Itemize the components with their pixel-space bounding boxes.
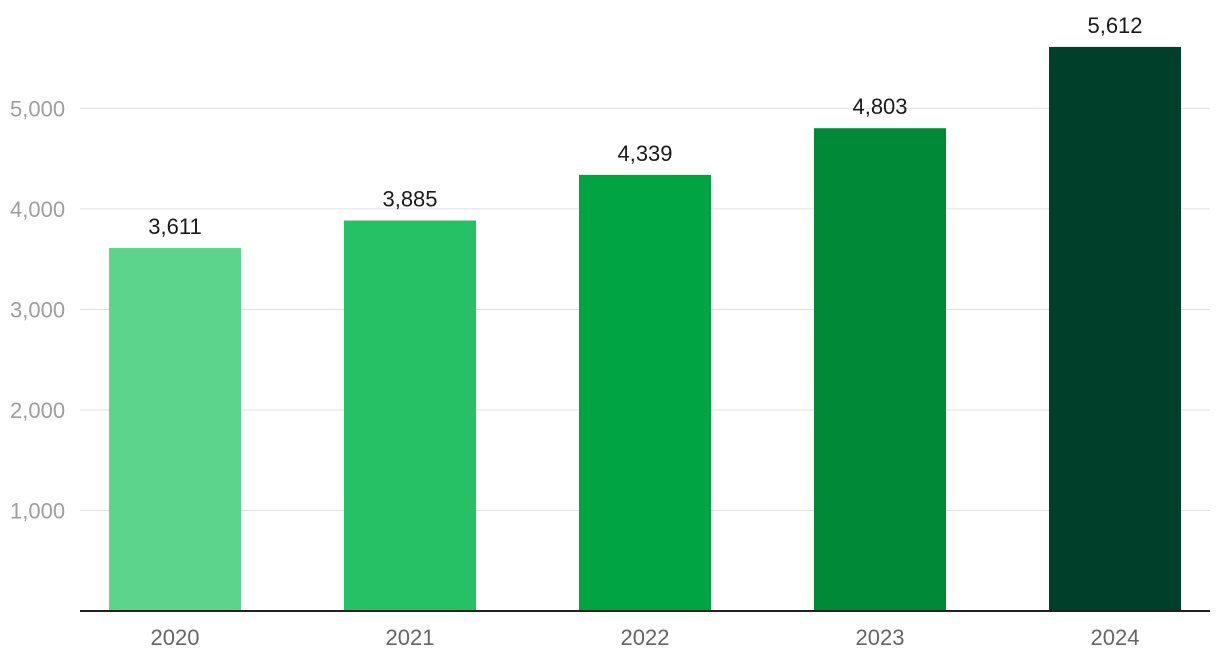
x-tick-label: 2023 xyxy=(856,625,905,650)
bar-2022 xyxy=(579,174,711,611)
data-label: 4,803 xyxy=(852,94,907,119)
x-tick-label: 2020 xyxy=(151,625,200,650)
x-tick-label: 2022 xyxy=(621,625,670,650)
y-tick-label: 2,000 xyxy=(10,398,65,423)
data-label: 3,885 xyxy=(382,186,437,211)
x-axis-ticks: 2020 2021 2022 2023 2024 xyxy=(151,625,1140,650)
bar-2023 xyxy=(814,128,946,611)
data-label: 5,612 xyxy=(1087,13,1142,38)
bar-2021 xyxy=(344,220,476,611)
y-tick-label: 1,000 xyxy=(10,498,65,523)
y-axis-ticks: 1,000 2,000 3,000 4,000 5,000 xyxy=(10,96,65,523)
x-tick-label: 2021 xyxy=(386,625,435,650)
x-tick-label: 2024 xyxy=(1091,625,1140,650)
y-tick-label: 4,000 xyxy=(10,197,65,222)
data-label: 4,339 xyxy=(617,141,672,166)
bar-2024 xyxy=(1049,46,1181,612)
bar-2020 xyxy=(109,248,241,612)
y-tick-label: 5,000 xyxy=(10,96,65,121)
data-labels: 3,611 3,885 4,339 4,803 5,612 xyxy=(148,13,1142,239)
data-label: 3,611 xyxy=(148,214,201,239)
bars xyxy=(109,46,1181,612)
y-tick-label: 3,000 xyxy=(10,297,65,322)
